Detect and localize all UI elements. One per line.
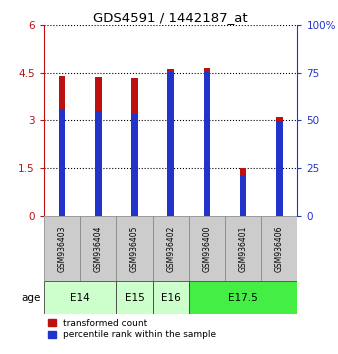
Text: GSM936400: GSM936400 <box>202 225 211 272</box>
Bar <box>152 216 189 281</box>
Bar <box>131 78 138 216</box>
Bar <box>131 114 138 216</box>
Bar <box>203 72 210 216</box>
Bar <box>95 111 101 216</box>
Bar <box>59 109 65 216</box>
Bar <box>167 69 174 216</box>
Bar <box>44 281 116 314</box>
Text: GSM936406: GSM936406 <box>275 225 284 272</box>
Bar <box>225 216 261 281</box>
Bar <box>189 216 225 281</box>
Bar <box>189 281 297 314</box>
Bar <box>95 77 101 216</box>
Bar <box>152 281 189 314</box>
Bar <box>167 72 174 216</box>
Text: E17.5: E17.5 <box>228 293 258 303</box>
Text: E14: E14 <box>70 293 90 303</box>
Bar <box>240 175 246 216</box>
Title: GDS4591 / 1442187_at: GDS4591 / 1442187_at <box>93 11 248 24</box>
Bar <box>116 281 152 314</box>
Text: GSM936404: GSM936404 <box>94 225 103 272</box>
Bar <box>276 121 283 216</box>
Text: E15: E15 <box>125 293 144 303</box>
Text: E16: E16 <box>161 293 180 303</box>
Bar <box>59 76 65 216</box>
Bar <box>44 216 80 281</box>
Text: age: age <box>21 293 40 303</box>
Legend: transformed count, percentile rank within the sample: transformed count, percentile rank withi… <box>48 319 216 339</box>
Bar <box>203 68 210 216</box>
Bar <box>116 216 152 281</box>
Text: GSM936401: GSM936401 <box>239 225 248 272</box>
Text: GSM936403: GSM936403 <box>57 225 67 272</box>
Text: GSM936405: GSM936405 <box>130 225 139 272</box>
Bar <box>80 216 116 281</box>
Bar <box>240 168 246 216</box>
Text: GSM936402: GSM936402 <box>166 225 175 272</box>
Bar <box>261 216 297 281</box>
Bar <box>276 117 283 216</box>
